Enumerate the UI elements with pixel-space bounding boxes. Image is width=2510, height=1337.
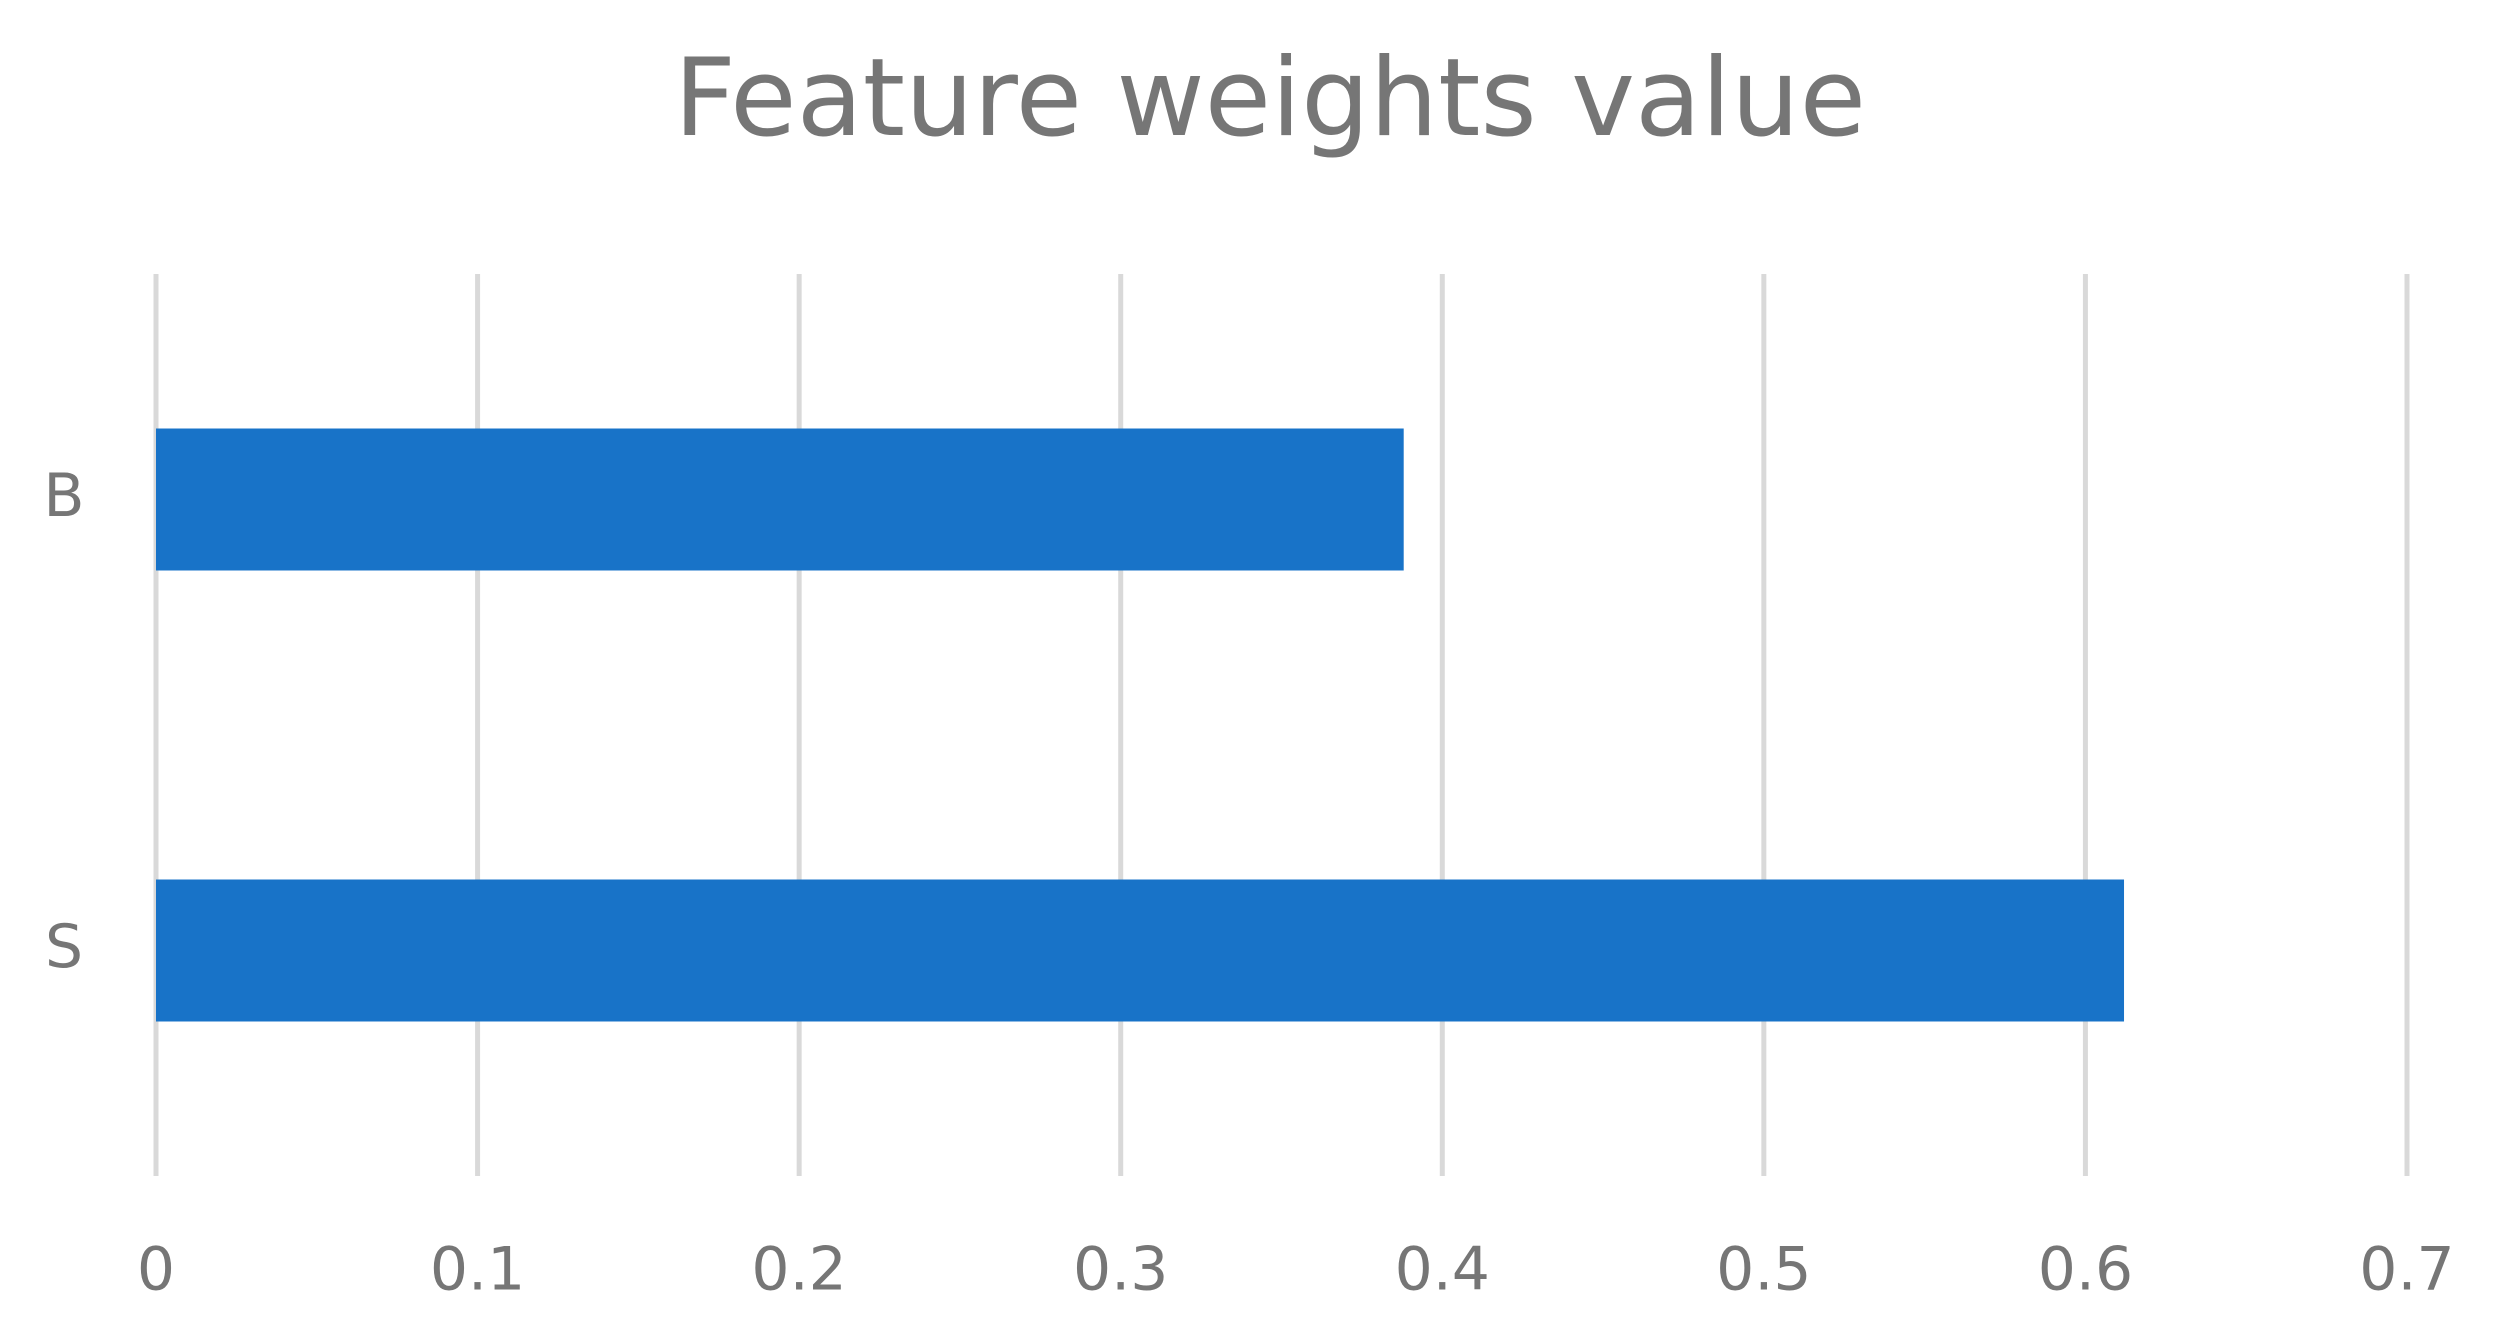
x-tick-label: 0.1 <box>430 1235 525 1305</box>
bar <box>156 879 2125 1022</box>
y-tick-label: B <box>43 461 84 531</box>
y-tick-label: S <box>45 912 83 982</box>
x-tick-label: 0 <box>137 1235 175 1305</box>
x-tick-label: 0.2 <box>751 1235 846 1305</box>
x-tick-label: 0.6 <box>2038 1235 2133 1305</box>
chart-title: Feature weights value <box>674 36 1866 161</box>
x-tick-label: 0.3 <box>1073 1235 1168 1305</box>
bar <box>156 428 1404 571</box>
x-tick-label: 0.7 <box>2359 1235 2454 1305</box>
x-tick-label: 0.4 <box>1395 1235 1490 1305</box>
x-tick-label: 0.5 <box>1716 1235 1811 1305</box>
